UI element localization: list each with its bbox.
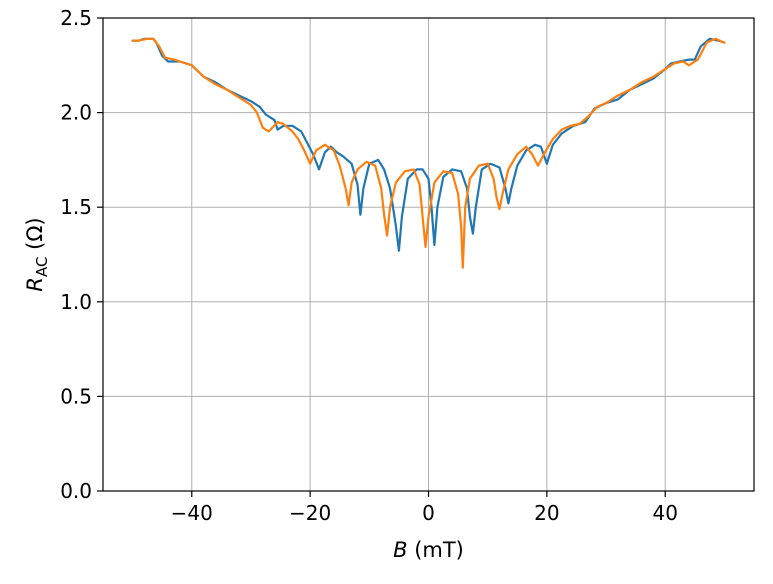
y-tick-label: 1.5 [60, 195, 92, 219]
y-tick-label: 0.0 [60, 479, 92, 503]
series-line-2 [131, 37, 726, 269]
y-axis-label: RAC (Ω) [23, 217, 51, 291]
x-tick-label: −40 [171, 501, 213, 525]
x-axis: −40 −20 0 20 40 [171, 491, 678, 525]
y-axis-label-subscript: AC [33, 257, 51, 277]
y-tick-label: 2.5 [60, 6, 92, 30]
grid [103, 17, 754, 492]
y-axis-label-var: R [23, 277, 47, 292]
y-axis-label-unit: (Ω) [23, 217, 47, 256]
x-axis-label-var: B [393, 538, 407, 562]
x-axis-label: B (mT) [393, 538, 464, 562]
x-tick-label: 20 [534, 501, 559, 525]
y-tick-label: 0.5 [60, 384, 92, 408]
y-tick-label: 1.0 [60, 290, 92, 314]
series-group [131, 37, 726, 269]
x-axis-label-unit: (mT) [408, 538, 464, 562]
y-tick-label: 2.0 [60, 101, 92, 125]
x-tick-label: 0 [422, 501, 435, 525]
x-tick-label: 40 [653, 501, 678, 525]
y-axis: 0.0 0.5 1.0 1.5 2.0 2.5 [60, 6, 103, 503]
x-tick-label: −20 [289, 501, 331, 525]
